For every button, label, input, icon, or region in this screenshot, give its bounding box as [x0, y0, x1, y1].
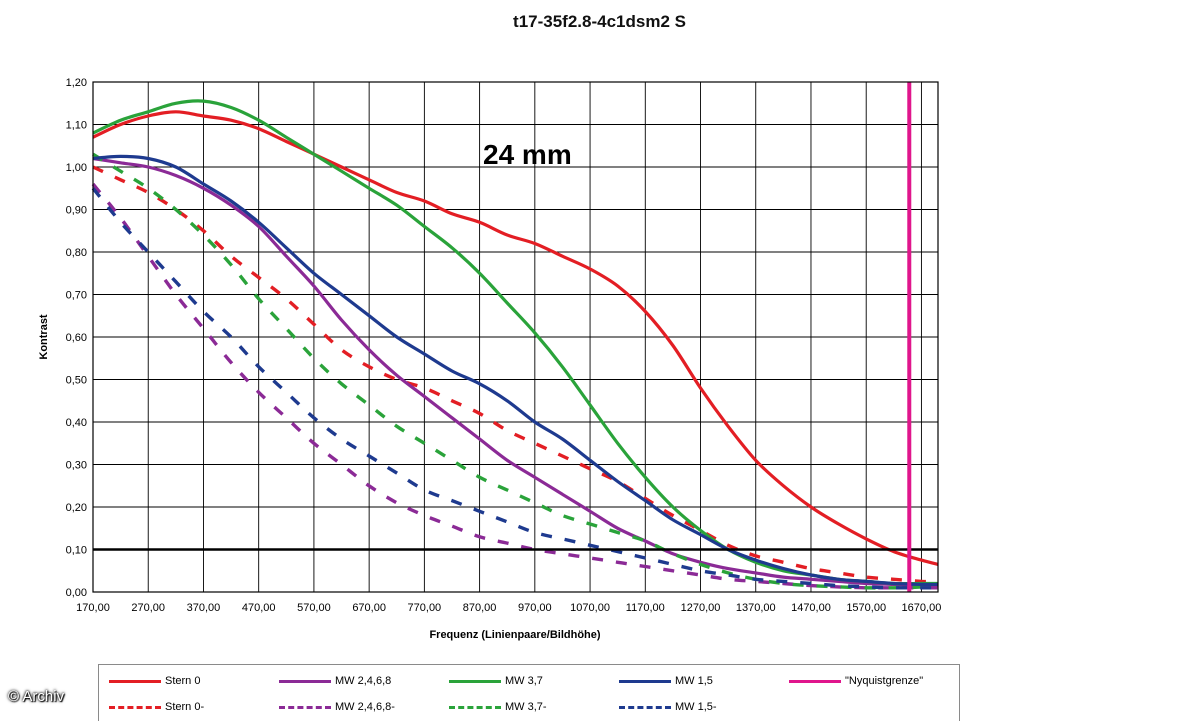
- x-tick-label: 1370,00: [736, 602, 776, 614]
- x-tick-label: 1070,00: [570, 602, 610, 614]
- tick-labels: 170,00 270,00 370,00 470,00 570,00 670,00 770,…: [66, 77, 942, 614]
- x-tick-label: 670,00: [352, 602, 386, 614]
- y-tick-label: 0,50: [66, 375, 87, 387]
- series-line-stern-0: [92, 110, 939, 566]
- legend-item: MW 1,5-: [619, 701, 717, 713]
- legend-swatch: [449, 705, 501, 709]
- x-tick-label: 1570,00: [846, 602, 886, 614]
- y-tick-label: 1,00: [66, 162, 87, 174]
- series-line-mw-3-7-dashed: [92, 152, 939, 590]
- legend-label: MW 2,4,6,8: [335, 675, 392, 687]
- series-line-mw-2-4-6-8: [92, 156, 939, 588]
- x-tick-label: 1270,00: [681, 602, 721, 614]
- x-tick-label: 170,00: [76, 602, 110, 614]
- legend-item: MW 2,4,6,8-: [279, 701, 395, 713]
- y-tick-label: 0,30: [66, 460, 87, 472]
- x-tick-label: 970,00: [518, 602, 552, 614]
- legend-item: MW 2,4,6,8: [279, 675, 391, 687]
- x-tick-label: 470,00: [242, 602, 276, 614]
- legend-item: MW 1,5: [619, 675, 713, 687]
- copyright-watermark: © Archiv: [8, 688, 65, 705]
- legend-swatch: [109, 705, 161, 709]
- chart-annotation: 24 mm: [483, 139, 572, 170]
- legend-item: Stern 0-: [109, 701, 204, 713]
- legend-label: Stern 0: [165, 675, 201, 687]
- x-tick-label: 270,00: [131, 602, 165, 614]
- chart-title: t17-35f2.8-4c1dsm2 S: [513, 12, 686, 31]
- legend-swatch: [619, 705, 671, 709]
- y-tick-label: 0,60: [66, 332, 87, 344]
- legend-item: "Nyquistgrenze": [789, 675, 923, 687]
- series-group: [91, 99, 939, 590]
- series-line-mw-1-5: [92, 154, 939, 587]
- legend-swatch: [619, 679, 671, 683]
- y-tick-label: 0,40: [66, 417, 87, 429]
- x-tick-label: 370,00: [187, 602, 221, 614]
- y-tick-label: 0,70: [66, 290, 87, 302]
- y-tick-label: 0,90: [66, 205, 87, 217]
- x-axis-title: Frequenz (Linienpaare/Bildhöhe): [429, 629, 600, 641]
- legend-swatch: [789, 679, 841, 683]
- legend-swatch: [279, 705, 331, 709]
- y-tick-label: 1,10: [66, 120, 87, 132]
- x-tick-label: 770,00: [408, 602, 442, 614]
- series-line-mw-2-4-6-8-dashed: [91, 182, 938, 590]
- x-tick-label: 570,00: [297, 602, 331, 614]
- legend-item: Stern 0: [109, 675, 200, 687]
- x-tick-label: 1670,00: [902, 602, 942, 614]
- legend-swatch: [449, 679, 501, 683]
- legend-swatch: [109, 679, 161, 683]
- series-line-stern-0-dashed: [92, 165, 939, 584]
- reference-lines: [93, 82, 938, 592]
- legend-label: MW 3,7-: [505, 701, 547, 713]
- plot-border: [92, 81, 939, 593]
- chart-legend: Stern 0 MW 2,4,6,8 MW 3,7 MW 1,5 "Nyquistgre…: [98, 664, 960, 721]
- legend-label: MW 3,7: [505, 675, 543, 687]
- y-tick-label: 0,10: [66, 545, 87, 557]
- x-tick-label: 870,00: [463, 602, 497, 614]
- legend-label: MW 1,5-: [675, 701, 717, 713]
- y-tick-label: 0,80: [66, 247, 87, 259]
- y-tick-label: 1,20: [66, 77, 87, 89]
- series-line-mw-1-5-dashed: [91, 187, 938, 590]
- y-axis-title: Kontrast: [38, 314, 50, 360]
- legend-swatch: [279, 679, 331, 683]
- legend-label: "Nyquistgrenze": [845, 675, 924, 687]
- y-tick-label: 0,00: [66, 587, 87, 599]
- x-tick-label: 1170,00: [626, 602, 665, 614]
- legend-item: MW 3,7: [449, 675, 543, 687]
- legend-label: MW 1,5: [675, 675, 713, 687]
- legend-label: Stern 0-: [165, 701, 205, 713]
- x-tick-label: 1470,00: [791, 602, 831, 614]
- y-tick-label: 0,20: [66, 502, 87, 514]
- legend-item: MW 3,7-: [449, 701, 547, 713]
- legend-label: MW 2,4,6,8-: [335, 701, 395, 713]
